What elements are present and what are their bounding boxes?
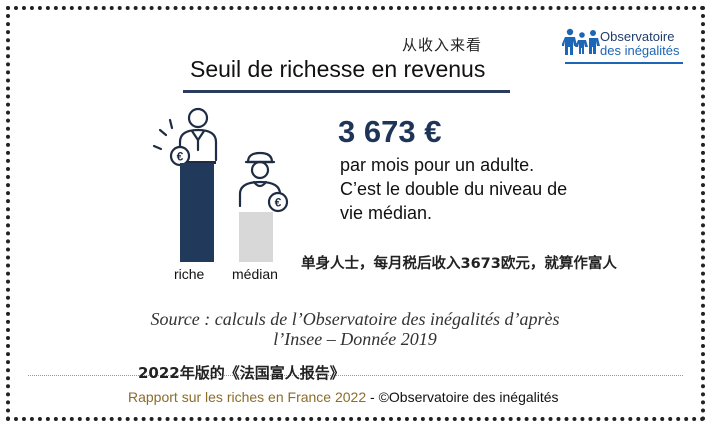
- median-person-icon: €: [238, 151, 289, 213]
- page-title: Seuil de richesse en revenus: [190, 56, 486, 82]
- logo-text: Observatoire des inégalités: [600, 30, 680, 58]
- euro-symbol: €: [177, 150, 184, 164]
- footer-separator: -: [366, 389, 379, 405]
- logo-line-2: des inégalités: [600, 43, 680, 58]
- bar-median: [239, 212, 273, 262]
- bar-riche: [180, 163, 214, 262]
- observatoire-logo-icon: [562, 28, 600, 55]
- amount-value: 3 673 €: [338, 114, 442, 149]
- dotted-frame: [6, 6, 705, 421]
- separator-line: [28, 375, 683, 376]
- label-median: médian: [232, 266, 278, 282]
- title-underline: [183, 90, 510, 93]
- label-riche: riche: [174, 266, 205, 282]
- amount-description: par mois pour un adulte. C’est le double…: [340, 155, 568, 223]
- logo-line-1: Observatoire: [600, 29, 675, 44]
- rich-person-icon: €: [152, 107, 218, 167]
- footer: Rapport sur les riches en France 2022 - …: [128, 389, 559, 405]
- source-text: Source : calculs de l’Observatoire des i…: [150, 309, 560, 349]
- footer-report: Rapport sur les riches en France 2022: [128, 389, 367, 405]
- chinese-translation: 单身人士，每月税后收入3673欧元，就算作富人: [301, 256, 617, 272]
- chinese-caption-top: 从收入来看: [402, 36, 483, 54]
- euro-symbol: €: [275, 196, 282, 210]
- footer-copyright: ©Observatoire des inégalités: [378, 389, 559, 405]
- logo-underline: [565, 62, 683, 64]
- chinese-caption-bottom: 2022年版的《法国富人报告》: [138, 364, 345, 382]
